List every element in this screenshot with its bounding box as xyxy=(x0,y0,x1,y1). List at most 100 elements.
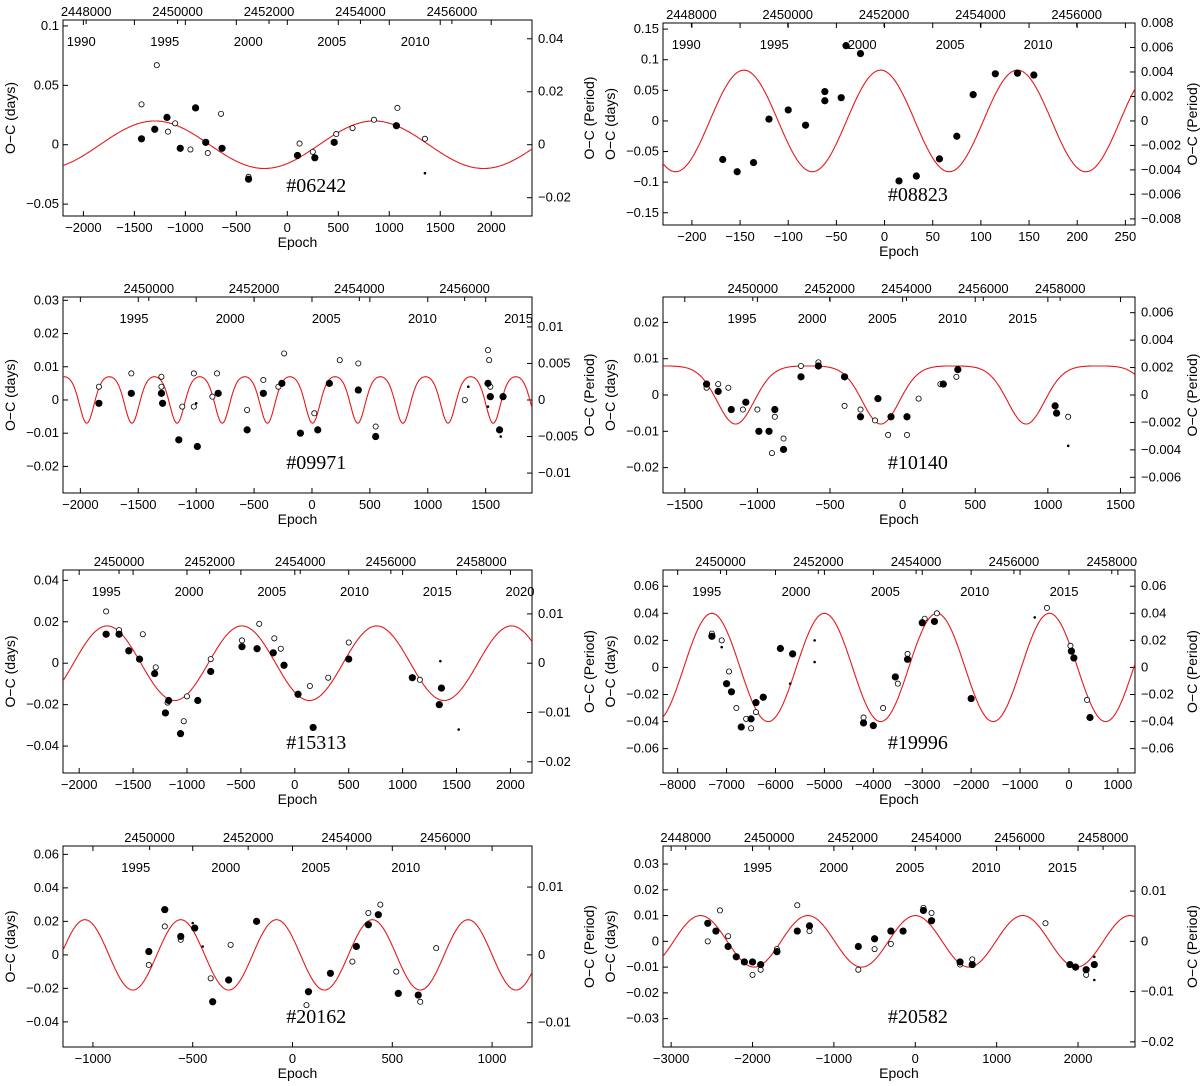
data-point-open xyxy=(771,413,778,420)
right-tick-label: 0.02 xyxy=(1141,632,1166,647)
x-tick-label: 500 xyxy=(964,497,986,512)
model-curve xyxy=(663,69,1135,173)
jd-tick-label: 2456000 xyxy=(427,4,478,19)
data-point-open xyxy=(214,370,221,377)
y-axis-label: O−C (days) xyxy=(2,636,18,708)
data-point-open xyxy=(158,373,165,380)
x-tick-label: 1500 xyxy=(426,220,455,235)
data-point-open xyxy=(256,620,263,627)
data-point-filled xyxy=(194,696,202,705)
data-point-open xyxy=(345,639,352,646)
data-point-filled xyxy=(919,906,928,915)
data-point-filled xyxy=(296,429,304,437)
data-point-filled xyxy=(714,387,722,395)
data-point-small xyxy=(439,659,442,663)
data-point-open xyxy=(855,966,862,973)
data-point-open xyxy=(1065,413,1072,420)
y-tick-label: 0 xyxy=(52,137,59,152)
data-point-open xyxy=(139,631,146,638)
data-point-open xyxy=(271,635,278,642)
data-point-open xyxy=(715,381,722,388)
right-tick-label: 0.002 xyxy=(1141,360,1174,375)
x-tick-label: 500 xyxy=(338,777,360,792)
star-id-label: #08823 xyxy=(888,184,948,206)
x-tick-label: −1000 xyxy=(178,497,215,512)
data-point-filled xyxy=(939,380,947,388)
data-point-filled xyxy=(927,917,936,925)
y-axis-label: O−C (days) xyxy=(2,911,18,983)
jd-tick-label: 2452000 xyxy=(223,830,274,845)
year-tick-label: 2020 xyxy=(506,584,535,599)
data-point-filled xyxy=(856,413,865,421)
right-axis-label: O−C (Period) xyxy=(1184,83,1200,166)
x-tick-label: 1000 xyxy=(982,1051,1011,1066)
panel-10140: −1500 −1000 −500 0 500 1000 1500 Epoch −0.02 −0.0… xyxy=(602,281,1200,527)
jd-tick-label: 2456000 xyxy=(439,281,490,296)
y-axis-label: O−C (days) xyxy=(602,636,618,708)
data-point-open xyxy=(138,101,145,108)
right-tick-label: −0.01 xyxy=(538,465,571,480)
jd-tick-label: 2456000 xyxy=(1051,7,1102,22)
jd-tick-label: 2448000 xyxy=(61,4,112,19)
x-tick-label: 500 xyxy=(359,497,381,512)
y-tick-label: 0 xyxy=(652,113,659,128)
data-point-filled xyxy=(1052,409,1061,417)
data-point-filled xyxy=(408,674,416,682)
y-tick-label: 0 xyxy=(52,655,59,670)
x-tick-label: −500 xyxy=(815,497,844,512)
data-point-filled xyxy=(1086,713,1094,722)
data-point-open xyxy=(953,373,960,380)
right-tick-label: 0.04 xyxy=(1141,605,1166,620)
data-point-filled xyxy=(737,723,745,731)
jd-tick-label: 2448000 xyxy=(666,7,717,22)
y-tick-label: 0.03 xyxy=(634,856,659,871)
data-point-filled xyxy=(499,393,507,401)
data-point-open xyxy=(393,968,400,975)
x-axis-label: Epoch xyxy=(879,511,919,527)
data-point-open xyxy=(885,431,892,438)
data-point-filled xyxy=(935,155,944,163)
right-tick-label: −0.002 xyxy=(1141,137,1181,152)
data-point-filled xyxy=(191,924,199,932)
right-tick-label: 0 xyxy=(1141,659,1148,674)
data-point-small xyxy=(788,682,792,685)
data-point-filled xyxy=(176,730,185,738)
data-point-filled xyxy=(293,151,302,160)
right-tick-label: 0 xyxy=(538,655,545,670)
year-tick-label: 1990 xyxy=(672,37,701,52)
year-tick-label: 1995 xyxy=(728,311,757,326)
right-axis-label: O−C (Period) xyxy=(581,354,597,437)
right-tick-label: 0.005 xyxy=(538,355,571,370)
data-point-filled xyxy=(895,177,903,185)
jd-tick-label: 2454000 xyxy=(321,830,372,845)
data-point-filled xyxy=(352,942,360,951)
x-tick-label: −500 xyxy=(239,497,268,512)
data-point-filled xyxy=(968,960,976,969)
right-tick-label: 0.008 xyxy=(1141,15,1174,30)
data-point-open xyxy=(190,370,197,377)
model-curve xyxy=(63,919,532,991)
data-point-open xyxy=(207,656,214,663)
data-point-filled xyxy=(1070,654,1078,662)
model-curve xyxy=(663,612,1135,723)
x-tick-label: 500 xyxy=(327,220,349,235)
data-point-filled xyxy=(1067,647,1076,655)
data-point-open xyxy=(244,406,251,413)
right-axis-label: O−C (Period) xyxy=(581,905,597,988)
data-point-filled xyxy=(151,125,159,133)
right-tick-label: −0.006 xyxy=(1141,469,1181,484)
data-point-open xyxy=(204,150,211,157)
data-point-open xyxy=(325,674,332,681)
year-tick-label: 2010 xyxy=(938,311,967,326)
right-axis-label: O−C (Period) xyxy=(1184,905,1200,988)
data-point-filled xyxy=(912,172,920,180)
data-point-open xyxy=(704,938,711,945)
data-point-filled xyxy=(719,155,727,164)
data-point-filled xyxy=(176,144,184,152)
data-point-open xyxy=(794,902,801,909)
data-point-open xyxy=(333,131,340,138)
year-tick-label: 2005 xyxy=(895,860,924,875)
data-point-filled xyxy=(773,948,781,956)
jd-tick-label: 2450000 xyxy=(123,281,174,296)
data-point-filled xyxy=(330,138,338,146)
